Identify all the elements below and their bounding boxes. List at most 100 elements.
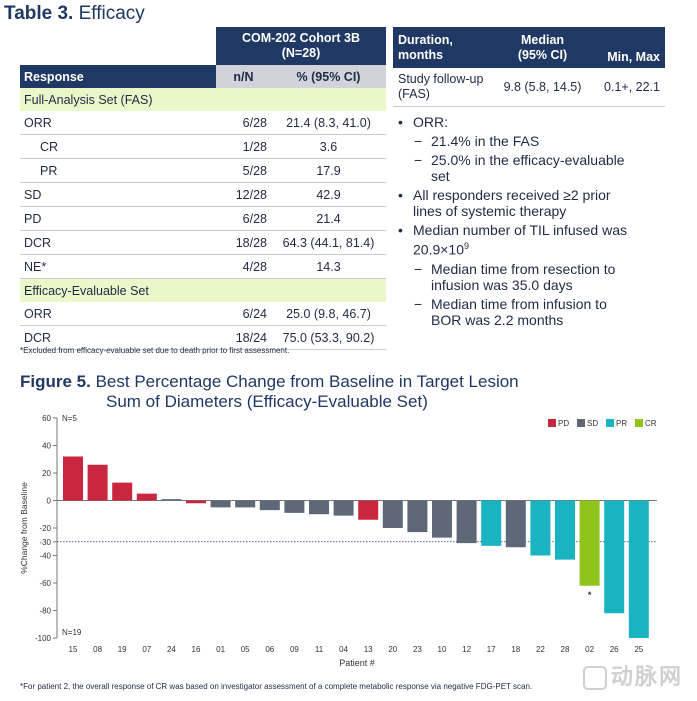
bar: [186, 500, 206, 504]
annotation-n19: N=19: [62, 628, 82, 637]
cell-pct: 17.9: [271, 158, 386, 183]
watermark-icon: [582, 666, 607, 691]
cell-name: DCR: [20, 230, 216, 255]
bar: [530, 500, 551, 556]
cell-pct: 75.0 (53.3, 90.2): [271, 325, 386, 350]
legend-swatch: [577, 419, 585, 427]
cell-pct: 64.3 (44.1, 81.4): [271, 230, 386, 255]
bar: [604, 500, 625, 614]
x-tick-label: 07: [142, 645, 151, 654]
bar-marker-label: *: [588, 590, 592, 600]
bar: [87, 464, 108, 501]
col-median: Median (95% CI): [495, 27, 590, 68]
x-tick-label: 13: [364, 645, 373, 654]
table3-title: Table 3. Efficacy: [4, 3, 145, 24]
bar: [505, 500, 526, 548]
cell-pct: 25.0 (9.8, 46.7): [271, 302, 386, 326]
table-row: PD 6/28 21.4: [20, 206, 386, 231]
followup-minmax: 0.1+, 22.1: [590, 68, 665, 107]
section-label: Efficacy-Evaluable Set: [20, 278, 386, 302]
cell-pct: 42.9: [271, 182, 386, 207]
x-tick-label: 20: [388, 645, 397, 654]
x-tick-label: 17: [487, 645, 496, 654]
legend-swatch: [635, 419, 643, 427]
waterfall-chart: 60 40 20 0 -20 -30 -40 -60 -80 -100 15 08 19 07 24 16 01…: [19, 414, 657, 668]
x-tick-label: 01: [216, 645, 225, 654]
y-tick-label: -100: [35, 634, 52, 643]
bullet-orr: ORR:: [398, 114, 688, 130]
y-tick-label: 20: [42, 469, 51, 478]
x-tick-label: 04: [339, 645, 348, 654]
legend-swatch: [606, 419, 614, 427]
table-row: ORR 6/28 21.4 (8.3, 41.0): [20, 111, 386, 135]
cell-name: SD: [20, 182, 216, 207]
table-row: ORR 6/24 25.0 (9.8, 46.7): [20, 302, 386, 326]
bar: [284, 500, 305, 513]
bar: [309, 500, 329, 515]
x-tick-label: 26: [610, 645, 619, 654]
cell-nN: 18/24: [216, 325, 271, 350]
annotation-n5: N=5: [62, 414, 77, 423]
cell-name: PD: [20, 206, 216, 231]
bar: [432, 500, 452, 538]
bar: [358, 500, 379, 520]
table-row: SD 12/28 42.9: [20, 182, 386, 207]
x-tick-label: 09: [290, 645, 299, 654]
cell-nN: 4/28: [216, 254, 271, 279]
bar: [235, 500, 256, 508]
bullet-orr-fas: 21.4% in the FAS: [398, 133, 688, 149]
x-tick-label: 08: [93, 645, 102, 654]
key-findings-list: ORR: 21.4% in the FAS 25.0% in the effic…: [398, 114, 688, 331]
cell-name: CR: [20, 134, 216, 159]
efficacy-table: COM-202 Cohort 3B (N=28) Response n/N % (…: [20, 27, 386, 350]
bar: [579, 500, 600, 586]
bar: [210, 500, 231, 508]
y-tick-label: 40: [42, 442, 51, 451]
bar: [112, 482, 133, 501]
x-tick-label: 28: [561, 645, 570, 654]
col-response: Response: [20, 65, 216, 88]
cell-name: DCR: [20, 325, 216, 350]
bar: [481, 500, 502, 546]
table-row: DCR 18/28 64.3 (44.1, 81.4): [20, 230, 386, 255]
followup-median: 9.8 (5.8, 14.5): [495, 68, 590, 107]
x-tick-label: 11: [315, 645, 324, 654]
cell-nN: 6/28: [216, 206, 271, 231]
cell-pct: 14.3: [271, 254, 386, 279]
y-tick-label: 0: [47, 497, 52, 506]
cell-nN: 5/28: [216, 158, 271, 183]
col-nN: n/N: [216, 65, 271, 88]
cell-nN: 1/28: [216, 134, 271, 159]
legend-swatch: [548, 419, 556, 427]
y-tick-label: -20: [39, 524, 51, 533]
table-row: PR 5/28 17.9: [20, 158, 386, 183]
y-tick-label: -30: [39, 538, 51, 547]
cell-name: ORR: [20, 302, 216, 326]
bar: [161, 499, 182, 501]
x-tick-label: 23: [413, 645, 422, 654]
x-tick-label: 02: [585, 645, 594, 654]
cell-nN: 6/28: [216, 111, 271, 135]
cell-name: ORR: [20, 111, 216, 135]
legend-label: CR: [645, 419, 657, 428]
col-minmax: Min, Max: [590, 27, 665, 68]
table-row: NE* 4/28 14.3: [20, 254, 386, 279]
cell-name: PR: [20, 158, 216, 183]
cell-nN: 6/24: [216, 302, 271, 326]
table-row: DCR 18/24 75.0 (53.3, 90.2): [20, 325, 386, 350]
section-row: Full-Analysis Set (FAS): [20, 88, 386, 111]
table3-footnote: *Excluded from efficacy-evaluable set du…: [20, 346, 290, 355]
cell-pct: 3.6: [271, 134, 386, 159]
col-duration: Duration, months: [393, 27, 495, 68]
y-tick-label: -60: [39, 579, 51, 588]
legend-label: PR: [616, 419, 627, 428]
bar: [136, 493, 157, 501]
bar: [382, 500, 403, 528]
figure5-title: Figure 5. Best Percentage Change from Ba…: [20, 372, 519, 411]
cell-pct: 21.4: [271, 206, 386, 231]
followup-label: Study follow-up (FAS): [393, 68, 495, 107]
x-tick-label: 06: [265, 645, 274, 654]
x-tick-label: 15: [69, 645, 78, 654]
